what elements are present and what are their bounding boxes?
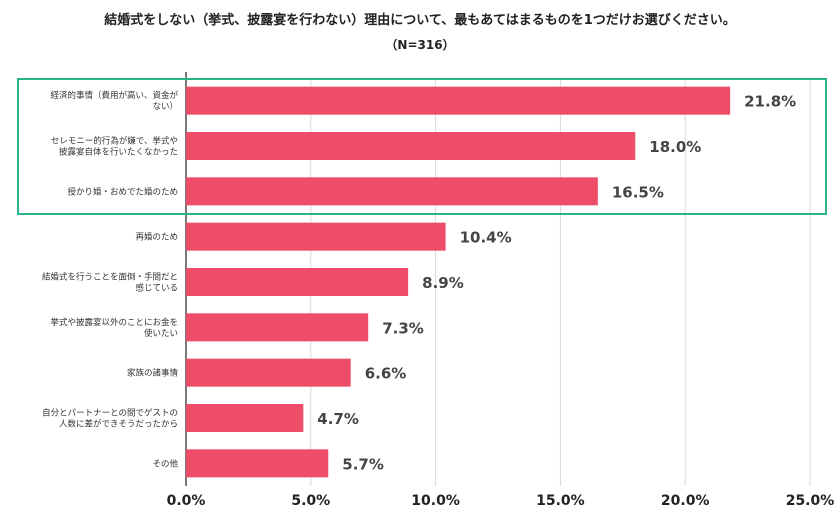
data-label: 10.4%	[460, 229, 512, 247]
bar	[186, 404, 304, 432]
x-tick-label: 20.0%	[661, 493, 710, 509]
bars	[186, 86, 731, 478]
category-label: 挙式や披露宴以外のことにお金を使いたい	[50, 317, 178, 339]
data-label: 21.8%	[744, 93, 796, 111]
data-label: 6.6%	[365, 365, 407, 383]
bar	[186, 177, 598, 206]
data-label: 4.7%	[317, 410, 359, 428]
bar	[186, 268, 409, 296]
data-label: 18.0%	[649, 138, 701, 156]
x-tick-label: 15.0%	[536, 493, 585, 509]
category-label: その他	[152, 458, 178, 469]
category-label: 授かり婚・おめでた婚のため	[67, 186, 178, 197]
x-tick-label: 10.0%	[411, 493, 460, 509]
bar	[186, 449, 329, 478]
chart-title: 結婚式をしない（挙式、披露宴を行わない）理由について、最もあてはまるものを1つだ…	[104, 13, 736, 28]
category-label: セレモニー的行為が嫌で、挙式や披露宴自体を行いたくなかった	[51, 136, 178, 158]
category-label: 結婚式を行うことを面倒・手間だと感じている	[42, 272, 178, 294]
bar	[186, 86, 731, 115]
category-label: 自分とパートナーとの間でゲストの人数に差ができそうだったから	[42, 408, 178, 430]
bar	[186, 132, 636, 160]
data-label: 7.3%	[382, 319, 424, 337]
chart-subtitle: （N=316）	[385, 38, 455, 52]
data-label: 16.5%	[612, 183, 664, 201]
x-tick-label: 0.0%	[167, 493, 206, 509]
data-label: 5.7%	[342, 455, 384, 473]
x-axis-ticks: 0.0% 5.0% 10.0% 15.0% 20.0% 25.0%	[167, 493, 835, 509]
bar	[186, 358, 351, 387]
bar	[186, 313, 369, 342]
highlight-box	[17, 78, 827, 215]
category-label: 経済的事情（費用が高い、資金がない）	[50, 90, 178, 112]
category-label: 家族の諸事情	[127, 368, 179, 379]
x-tick-label: 25.0%	[786, 493, 835, 509]
data-labels: 21.8% 18.0% 16.5% 10.4% 8.9% 7.3% 6.6% 4.7% 5.7%	[317, 93, 796, 474]
bar	[186, 222, 446, 251]
x-tick-label: 5.0%	[291, 493, 330, 509]
category-labels: 経済的事情（費用が高い、資金がない） セレモニー的行為が嫌で、挙式や披露宴自体を行…	[42, 90, 179, 469]
highlight-box-rect	[17, 78, 827, 215]
category-label: 再婚のため	[135, 232, 178, 243]
data-label: 8.9%	[422, 274, 464, 292]
